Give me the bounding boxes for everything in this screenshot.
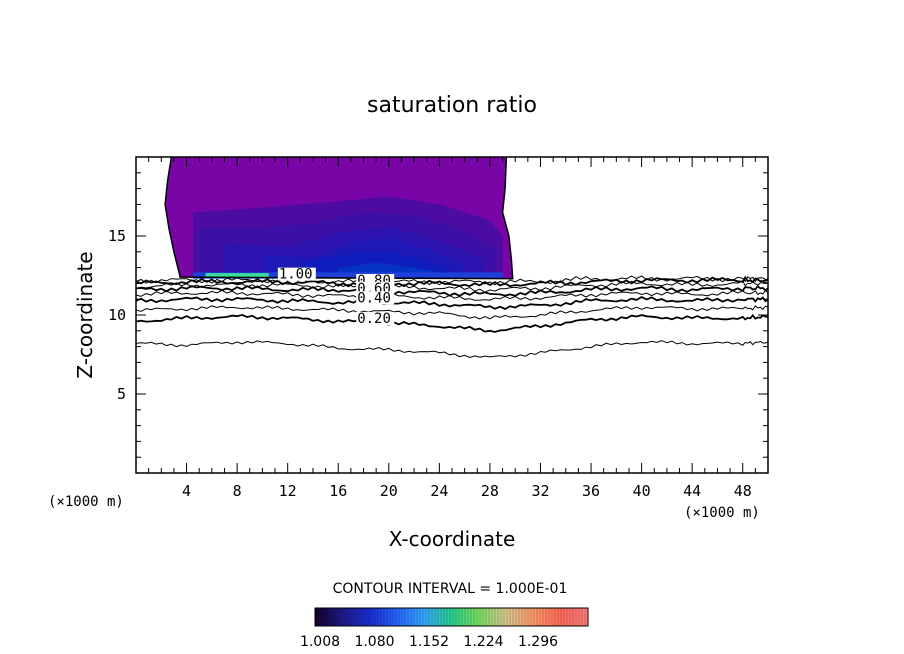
contour-line-0.9 <box>136 275 768 286</box>
colorbar-stripes <box>317 608 586 626</box>
contour-label: 0.40 <box>357 290 391 306</box>
contour-line-0.1 <box>136 340 768 359</box>
contour-label-bg <box>356 291 395 305</box>
x-tick-label: 40 <box>633 482 651 500</box>
contour-lines <box>136 275 768 359</box>
y-tick-label: 10 <box>108 306 126 324</box>
x-tick-label: 12 <box>279 482 297 500</box>
y-tick-label: 5 <box>117 385 126 403</box>
contour-labels: 1.00 0.800.600.400.20 <box>277 267 395 327</box>
colorbar <box>314 607 589 627</box>
contour-label: 0.20 <box>357 311 391 327</box>
colorbar-tick-label: 1.080 <box>354 634 394 650</box>
x-tick-label: 36 <box>582 482 600 500</box>
contour-label: 1.00 <box>279 267 313 283</box>
y-axis-label: Z-coordinate <box>73 251 97 378</box>
contour-line-0.3 <box>136 305 768 320</box>
x-tick-label: 44 <box>683 482 701 500</box>
colorbar-tick-label: 1.008 <box>300 634 340 650</box>
contour-interval-label: CONTOUR INTERVAL = 1.000E-01 <box>333 581 568 597</box>
colorbar-tick-label: 1.296 <box>518 634 558 650</box>
x-tick-label: 32 <box>531 482 549 500</box>
x-tick-label: 20 <box>380 482 398 500</box>
supersat-outline <box>164 157 514 280</box>
cloud-base-band <box>192 272 503 279</box>
x-tick-label: 8 <box>233 482 242 500</box>
y-tick-label: 15 <box>108 227 126 245</box>
plot-area <box>164 157 514 280</box>
x-tick-label: 24 <box>430 482 448 500</box>
contour-line-0.2 <box>136 313 768 333</box>
contour-line-0.5 <box>136 289 768 301</box>
contour-line-0.4 <box>136 295 768 311</box>
supersat-maximum-strip <box>205 273 269 278</box>
colorbar-tick-label: 1.224 <box>463 634 503 650</box>
contour-label-bg <box>356 311 395 325</box>
x-tick-label: 16 <box>329 482 347 500</box>
x-axis-label: X-coordinate <box>389 527 516 551</box>
chart-title: saturation ratio <box>367 93 537 118</box>
x-tick-label: 28 <box>481 482 499 500</box>
contour-label-bg <box>277 267 316 281</box>
y-unit-label: (×1000 m) <box>48 494 124 510</box>
colorbar-ticks: 1.008 1.080 1.152 1.224 1.296 <box>300 634 558 650</box>
contour-line-0.6 <box>136 285 768 297</box>
contour-line-0.8 <box>136 275 768 288</box>
x-unit-label: (×1000 m) <box>684 505 760 521</box>
colorbar-tick-label: 1.152 <box>409 634 449 650</box>
contour-line-0.7 <box>136 280 768 293</box>
x-tick-label: 4 <box>182 482 191 500</box>
x-tick-label: 48 <box>734 482 752 500</box>
